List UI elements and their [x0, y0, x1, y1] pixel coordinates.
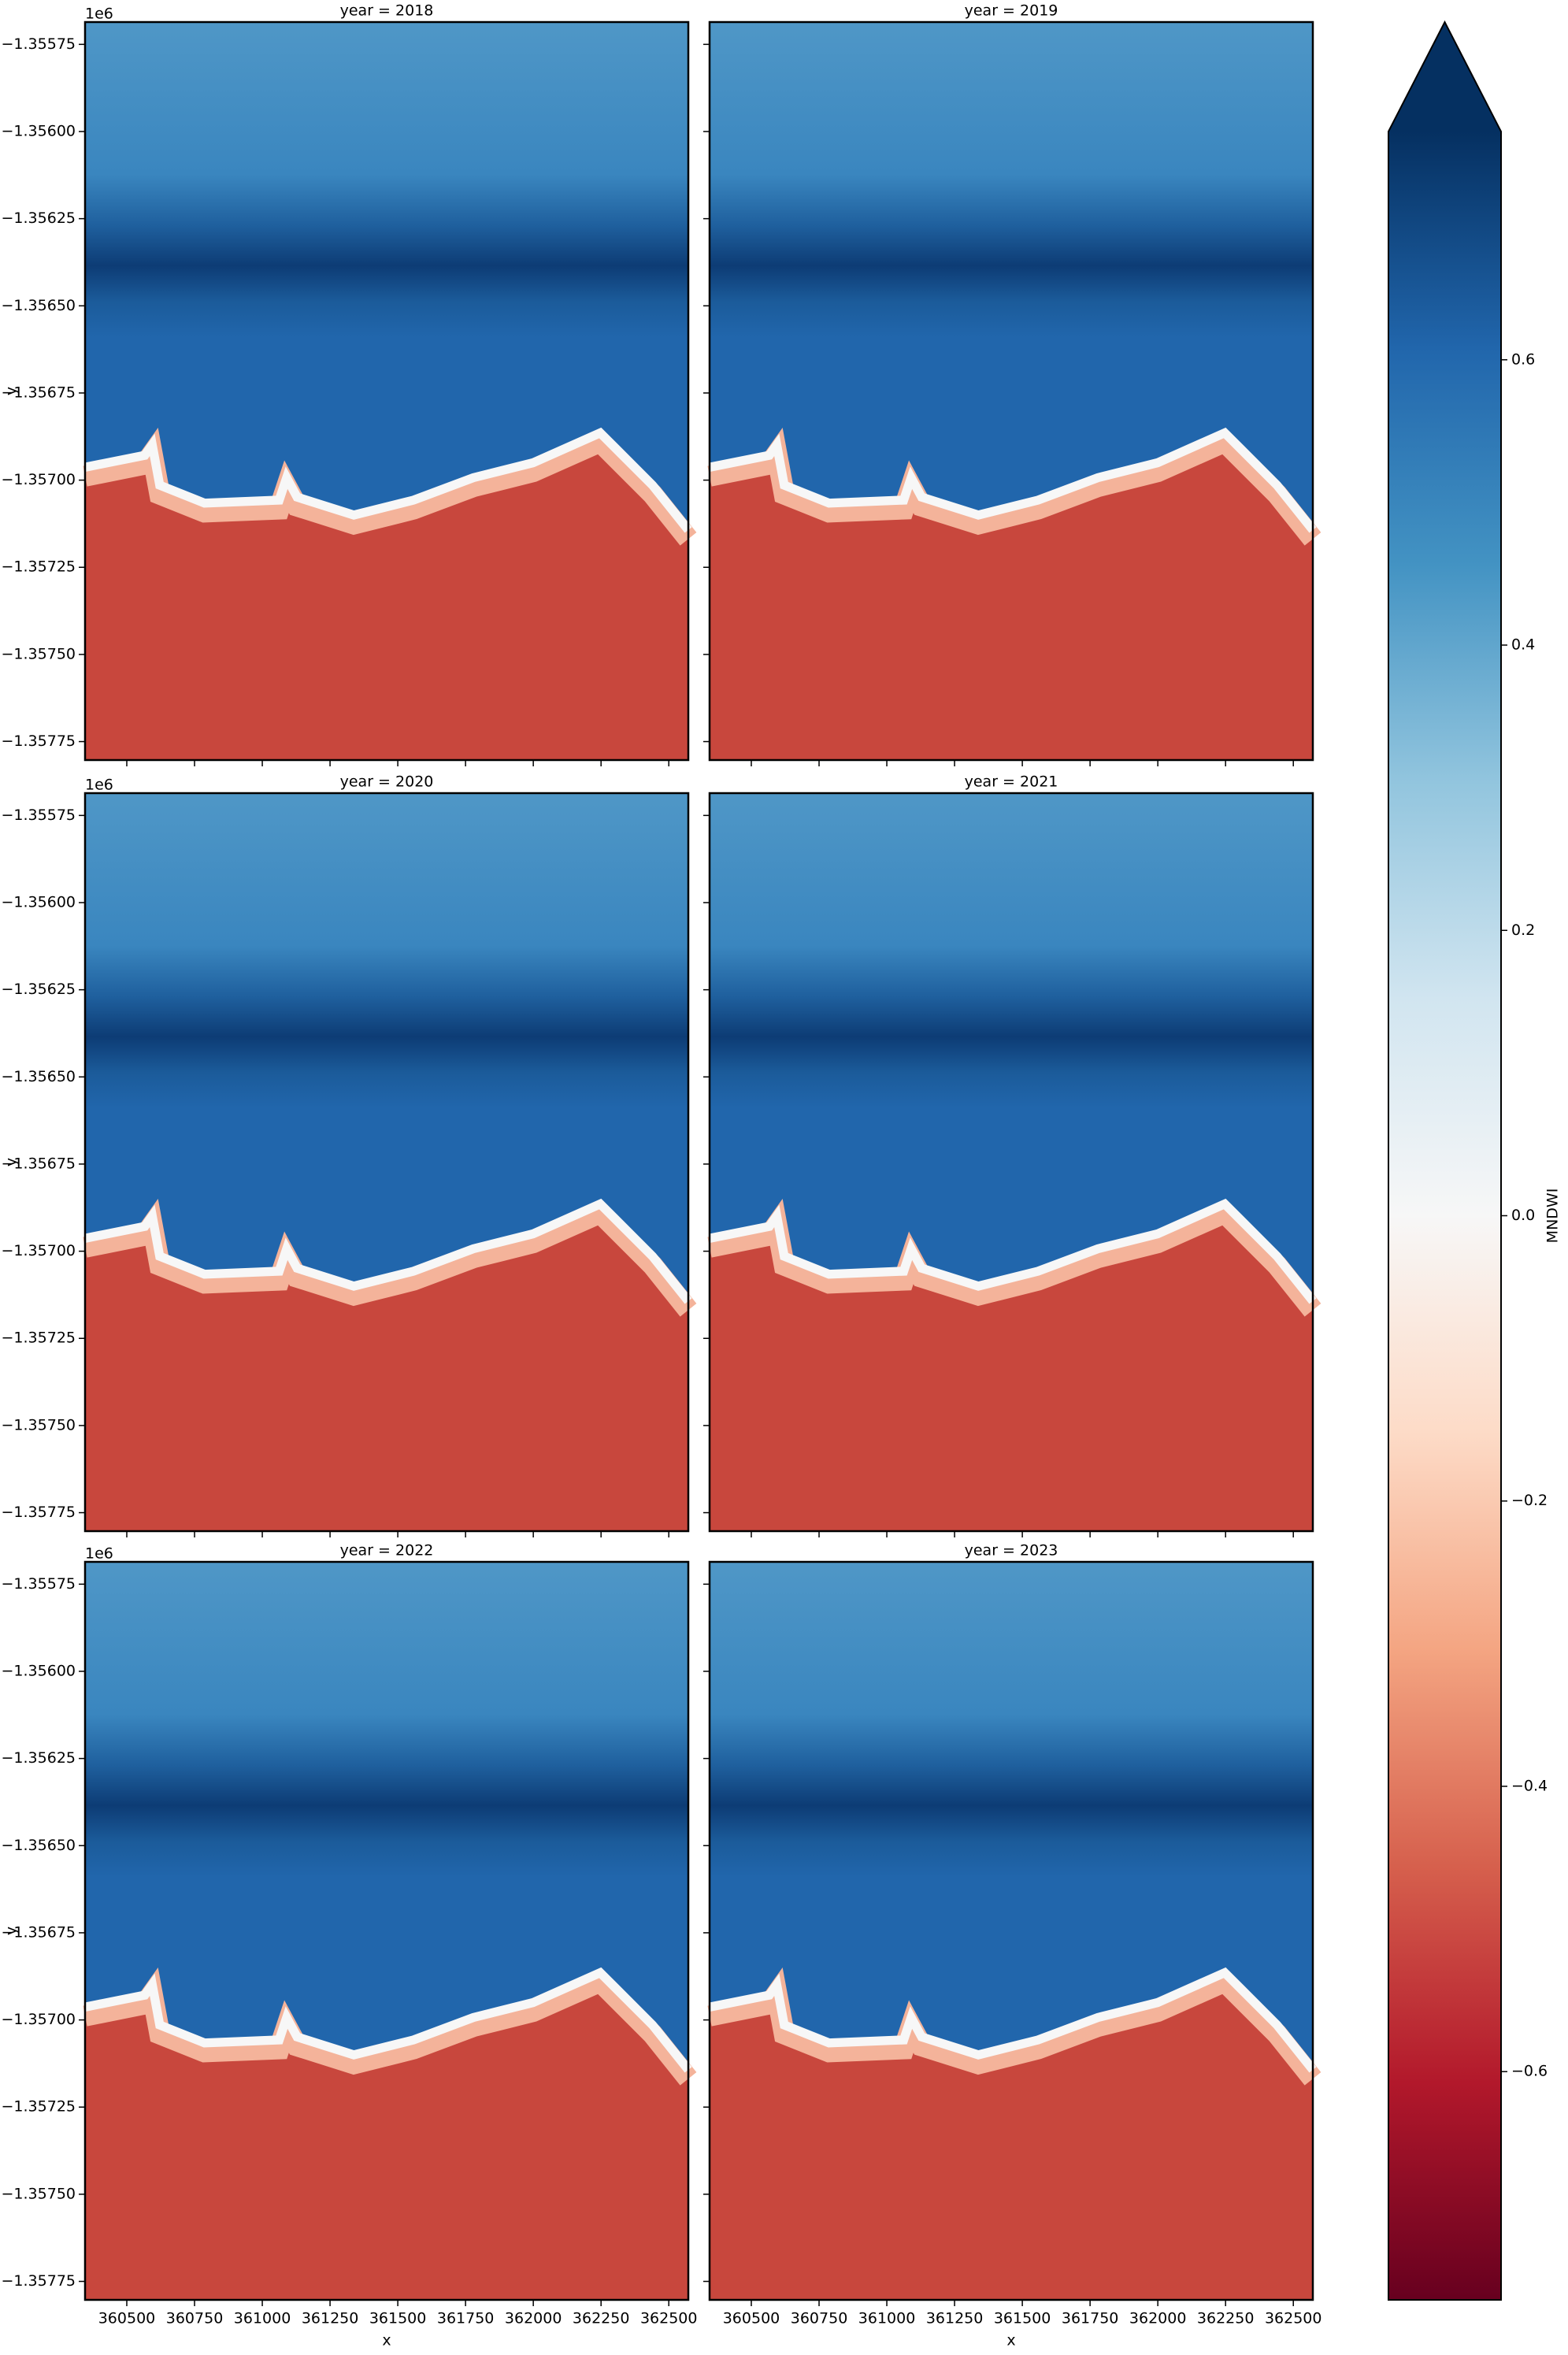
y-tick-label: −1.35725 — [2, 558, 76, 576]
colorbar-tick-label: 0.2 — [1511, 922, 1535, 939]
colorbar-tick-label: −0.2 — [1511, 1492, 1548, 1509]
x-tick-label: 361750 — [437, 2310, 495, 2327]
colorbar-extension — [1388, 22, 1501, 132]
y-tick-label: −1.35625 — [2, 1749, 76, 1767]
y-tick-label: −1.35675 — [2, 1155, 76, 1172]
y-tick-label: −1.35700 — [2, 1242, 76, 1259]
raster-image — [710, 793, 1313, 1531]
x-tick-label: 361500 — [994, 2310, 1051, 2327]
colorbar-tick-label: −0.4 — [1511, 1777, 1548, 1794]
y-tick-label: −1.35700 — [2, 471, 76, 488]
panel-title: year = 2023 — [965, 1542, 1058, 1559]
colorbar-tick-label: 0.4 — [1511, 636, 1535, 654]
panel-title: year = 2019 — [965, 2, 1058, 20]
y-tick-label: −1.35575 — [2, 807, 76, 824]
y-tick-label: −1.35650 — [2, 1837, 76, 1854]
y-tick-label: −1.35750 — [2, 2185, 76, 2202]
x-tick-label: 361500 — [369, 2310, 427, 2327]
y-axis-label: y — [3, 1158, 20, 1166]
y-tick-label: −1.35750 — [2, 645, 76, 662]
x-tick-label: 362250 — [1197, 2310, 1255, 2327]
x-tick-label: 361750 — [1062, 2310, 1119, 2327]
y-tick-label: −1.35750 — [2, 1416, 76, 1433]
y-tick-label: −1.35600 — [2, 893, 76, 910]
panel-frame — [83, 1560, 690, 2301]
colorbar-label: MNDWI — [1544, 1189, 1562, 1244]
y-tick-label: −1.35700 — [2, 2011, 76, 2028]
panel-title: year = 2021 — [965, 773, 1058, 791]
x-tick-label: 362000 — [505, 2310, 562, 2327]
x-tick-label: 360750 — [166, 2310, 224, 2327]
y-tick-label: −1.35650 — [2, 297, 76, 314]
raster-image — [85, 793, 688, 1531]
y-axis-label: y — [3, 1927, 20, 1935]
x-tick-label: 362000 — [1129, 2310, 1187, 2327]
colorbar — [1388, 132, 1501, 2300]
panel-title: year = 2022 — [340, 1542, 434, 1559]
panel-title: year = 2018 — [340, 2, 434, 20]
x-tick-label: 360500 — [723, 2310, 780, 2327]
y-offset-text: 1e6 — [85, 1545, 113, 1563]
x-tick-label: 361250 — [926, 2310, 984, 2327]
x-tick-label: 362500 — [1265, 2310, 1322, 2327]
y-tick-label: −1.35675 — [2, 1923, 76, 1941]
raster-image — [710, 22, 1313, 760]
x-tick-label: 361000 — [234, 2310, 291, 2327]
panel-title: year = 2020 — [340, 773, 434, 791]
x-tick-label: 360500 — [98, 2310, 156, 2327]
y-tick-label: −1.35775 — [2, 2272, 76, 2290]
y-tick-label: −1.35625 — [2, 210, 76, 227]
y-tick-label: −1.35575 — [2, 1575, 76, 1593]
y-tick-label: −1.35600 — [2, 1662, 76, 1679]
y-offset-text: 1e6 — [85, 6, 113, 23]
y-tick-label: −1.35625 — [2, 981, 76, 998]
y-tick-label: −1.35675 — [2, 384, 76, 401]
panel-frame — [708, 792, 1314, 1533]
x-tick-label: 362250 — [573, 2310, 630, 2327]
raster-image — [85, 22, 688, 760]
y-tick-label: −1.35725 — [2, 2098, 76, 2116]
panel-frame — [83, 20, 690, 762]
panel-frame — [708, 20, 1314, 762]
colorbar-outline — [1388, 20, 1502, 2301]
x-tick-label: 361250 — [302, 2310, 359, 2327]
x-tick-label: 362500 — [640, 2310, 698, 2327]
raster-image — [710, 1562, 1313, 2300]
x-axis-label: x — [382, 2332, 391, 2349]
y-axis-label: y — [3, 387, 20, 395]
y-tick-label: −1.35725 — [2, 1330, 76, 1347]
x-tick-label: 360750 — [791, 2310, 848, 2327]
y-tick-label: −1.35600 — [2, 122, 76, 139]
y-tick-label: −1.35650 — [2, 1068, 76, 1085]
raster-image — [85, 1562, 688, 2300]
y-offset-text: 1e6 — [85, 777, 113, 794]
x-axis-label: x — [1006, 2332, 1015, 2349]
colorbar-tick-label: 0.0 — [1511, 1207, 1535, 1224]
colorbar-tick-label: 0.6 — [1511, 350, 1535, 368]
y-tick-label: −1.35575 — [2, 35, 76, 53]
y-tick-label: −1.35775 — [2, 1504, 76, 1521]
colorbar-tick-label: −0.6 — [1511, 2063, 1548, 2080]
panel-frame — [708, 1560, 1314, 2301]
y-tick-label: −1.35775 — [2, 732, 76, 750]
x-tick-label: 361000 — [858, 2310, 916, 2327]
panel-frame — [83, 792, 690, 1533]
